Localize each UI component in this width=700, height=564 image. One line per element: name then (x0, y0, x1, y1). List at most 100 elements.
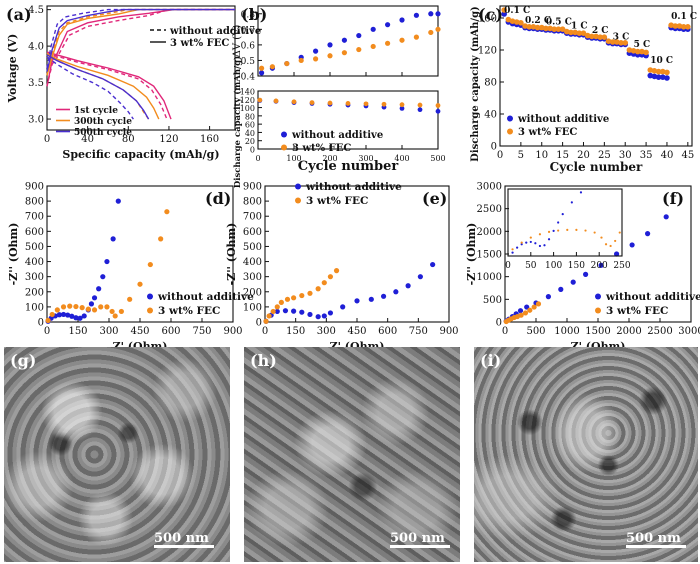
data-point-dv (435, 11, 441, 17)
y-tick-label: 3000 (477, 182, 502, 193)
x-tick-label: 0 (497, 150, 503, 161)
chart-f: 0500100015002000250030000500100015002000… (465, 182, 700, 354)
x-tick-label: 2000 (616, 326, 641, 337)
data-point-rate (680, 24, 687, 30)
legend-marker (595, 307, 601, 314)
legend-label: 500th cycle (74, 128, 132, 138)
data-point-eis (91, 307, 98, 313)
inset-data-point (618, 231, 621, 234)
data-point-eis (291, 295, 297, 301)
inset-data-point (525, 241, 528, 244)
data-point-eis (147, 261, 153, 268)
y-tick-label: 80 (484, 78, 497, 89)
rate-label: 3 C (613, 33, 630, 43)
chart-a: 0 40 80 120 160 3.0 3.5 4.0 4.5(a) Specific capac… (6, 5, 261, 161)
x-axis-label: Cycle number (550, 160, 643, 174)
plot-frame (499, 5, 693, 147)
y-tick-label: 100 (25, 302, 44, 313)
plot-frame (257, 90, 439, 150)
data-point-capacity (363, 101, 369, 107)
data-point-eis (284, 296, 291, 302)
legend-marker (281, 131, 287, 138)
data-point-eis (291, 308, 297, 314)
x-tick-label: 2500 (647, 326, 672, 337)
y-axis-label: -Z'' (Ohm) (7, 223, 20, 286)
y-tick-label: 3.5 (28, 78, 44, 89)
data-point-eis (333, 268, 340, 274)
data-point-eis (110, 236, 116, 242)
data-point-dv (327, 42, 333, 48)
x-tick-label: 25 (598, 150, 611, 161)
data-point-eis (270, 308, 276, 315)
data-point-dv (370, 43, 376, 50)
data-point-capacity (327, 100, 333, 106)
inset-data-point (561, 213, 564, 216)
inset-data-point (614, 239, 617, 243)
data-point-capacity (381, 101, 387, 107)
data-point-eis (645, 231, 651, 237)
x-tick-label: 400 (394, 154, 409, 163)
data-point-dv (327, 53, 333, 59)
data-point-rate (664, 75, 670, 81)
legend-marker (281, 144, 287, 151)
data-point-dv (341, 50, 347, 56)
data-point-rate (609, 39, 616, 45)
data-point-rate (626, 47, 633, 53)
x-tick-label: 0 (505, 261, 511, 271)
data-point-eis (73, 315, 79, 321)
data-point-rate (522, 23, 528, 29)
panel-label: (f) (662, 189, 684, 208)
data-point-eis (96, 286, 102, 292)
data-point-eis (274, 304, 280, 310)
y-tick-label: 100 (240, 104, 255, 113)
data-point-rate (572, 29, 578, 36)
data-point-eis (127, 296, 133, 302)
data-point-rate (580, 30, 587, 36)
data-point-rate (676, 23, 683, 29)
data-point-rate (630, 48, 637, 54)
legend-marker (147, 307, 153, 314)
x-tick-label: 0 (44, 326, 50, 337)
y-tick-label: 4.0 (28, 42, 44, 53)
y-tick-label: 40 (484, 110, 497, 121)
inset-data-point (547, 238, 551, 241)
panel-label: (b) (241, 5, 267, 24)
y-tick-label: 200 (25, 287, 44, 298)
legend-label: 3 wt% FEC (606, 305, 668, 317)
y-tick-label: 0.4 (241, 73, 256, 83)
data-point-eis (614, 251, 620, 257)
legend-marker (507, 128, 513, 135)
data-point-rate (543, 25, 549, 32)
inset-data-point (609, 244, 612, 248)
data-point-dv (435, 26, 441, 32)
x-tick-label: 600 (161, 326, 180, 337)
data-point-dv (356, 32, 362, 39)
data-point-capacity (435, 103, 441, 108)
x-tick-label: 450 (347, 326, 366, 337)
x-tick-label: 900 (439, 326, 458, 337)
x-tick-label: 500 (526, 326, 545, 337)
data-point-dv (313, 48, 319, 54)
data-point-eis (56, 312, 63, 318)
data-point-dv (428, 29, 434, 36)
inset-data-point (557, 229, 560, 232)
data-point-eis (517, 308, 524, 314)
data-point-eis (98, 304, 104, 310)
data-point-rate (655, 68, 662, 75)
rate-label: 0.1 C (671, 12, 697, 22)
data-point-eis (522, 310, 529, 316)
y-tick-label: 1500 (477, 250, 502, 261)
x-tick-label: 150 (286, 326, 305, 337)
data-point-rate (513, 19, 520, 25)
data-point-eis (340, 304, 346, 310)
legend-label: 3 wt% FEC (292, 143, 351, 154)
data-point-eis (164, 209, 170, 215)
data-point-rate (501, 7, 507, 13)
legend-marker (147, 293, 153, 300)
data-point-dv (428, 11, 434, 17)
data-point-capacity (417, 102, 423, 108)
inset-data-point (529, 240, 532, 244)
data-point-dv (399, 37, 405, 43)
